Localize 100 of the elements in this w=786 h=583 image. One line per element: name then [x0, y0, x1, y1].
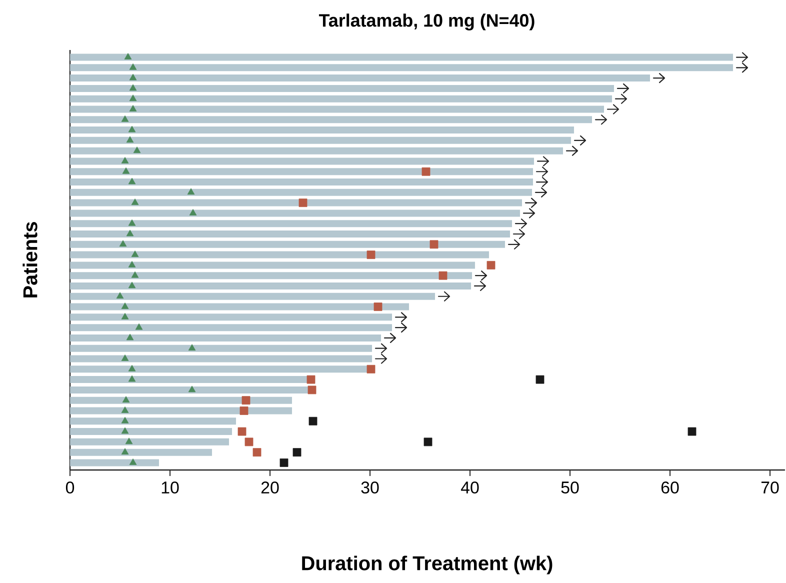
bar	[70, 262, 476, 269]
bar	[70, 448, 212, 456]
bar	[70, 84, 614, 92]
point	[244, 438, 254, 446]
bar	[70, 74, 650, 82]
point	[187, 188, 195, 195]
point	[688, 427, 696, 436]
point	[121, 115, 129, 122]
point	[121, 416, 129, 424]
point	[129, 94, 137, 102]
bar	[70, 344, 372, 352]
point	[374, 354, 388, 364]
point	[122, 396, 130, 403]
point	[128, 178, 136, 184]
point	[366, 364, 376, 374]
point	[124, 53, 132, 60]
bar	[70, 136, 572, 144]
bar	[70, 116, 592, 124]
point	[298, 198, 308, 208]
bar	[70, 168, 534, 176]
point	[524, 198, 538, 208]
point	[119, 240, 127, 247]
bar	[70, 292, 436, 300]
point	[394, 322, 408, 333]
point	[522, 208, 536, 218]
bar	[70, 95, 612, 102]
point	[128, 375, 136, 382]
point	[126, 334, 134, 340]
point	[121, 448, 129, 455]
point	[736, 62, 748, 73]
bar	[70, 396, 292, 404]
point	[252, 448, 262, 457]
point	[128, 219, 136, 226]
point	[129, 105, 137, 112]
point	[242, 396, 250, 405]
point	[514, 218, 528, 229]
bar	[70, 324, 392, 332]
x-axis-title: Duration of Treatment (wk)	[302, 556, 552, 574]
point	[430, 240, 438, 249]
point	[116, 292, 124, 299]
point	[438, 271, 448, 280]
bar	[70, 158, 534, 165]
point	[606, 104, 620, 114]
bar	[70, 106, 604, 113]
point	[566, 146, 578, 156]
point	[512, 228, 526, 240]
point	[306, 375, 316, 384]
point	[614, 94, 628, 104]
bar	[70, 178, 534, 186]
bar	[70, 355, 372, 362]
point	[536, 176, 548, 188]
point	[536, 156, 550, 166]
x-tick-label: 20	[261, 482, 279, 494]
point	[121, 427, 129, 434]
point	[424, 438, 432, 446]
point	[374, 343, 388, 354]
bar	[70, 188, 532, 196]
point	[189, 209, 197, 216]
bar	[70, 314, 392, 321]
x-tick-label: 10	[162, 482, 179, 494]
bar	[70, 210, 520, 217]
point	[736, 52, 748, 62]
point	[121, 312, 129, 320]
point	[308, 416, 318, 426]
point	[131, 198, 139, 206]
x-tick-label: 60	[661, 482, 679, 494]
point	[121, 354, 129, 361]
point	[594, 114, 608, 125]
point	[129, 63, 137, 70]
bar	[70, 240, 506, 248]
bar	[70, 251, 490, 258]
point	[129, 458, 137, 465]
x-tick-label: 30	[361, 482, 379, 494]
bar	[70, 418, 236, 425]
point	[131, 250, 139, 257]
bar	[70, 376, 308, 384]
point	[121, 406, 129, 413]
bar	[70, 230, 510, 238]
bar	[70, 428, 232, 436]
y-axis-title: Patients	[22, 222, 38, 298]
point	[122, 167, 130, 174]
point	[422, 167, 430, 176]
point	[536, 166, 548, 177]
point	[240, 406, 248, 415]
point	[135, 323, 143, 330]
bar	[70, 147, 564, 154]
bar	[70, 126, 574, 134]
bar	[70, 438, 230, 446]
point	[308, 386, 316, 394]
point	[126, 230, 134, 236]
x-tick-label: 70	[761, 482, 779, 494]
point	[131, 271, 139, 278]
point	[574, 135, 586, 146]
point	[188, 344, 196, 351]
point	[128, 282, 136, 288]
point	[536, 375, 544, 384]
point	[394, 312, 408, 322]
point	[121, 302, 129, 309]
point	[534, 187, 548, 198]
chart-title: Tarlatamab, 10 mg (N=40)	[318, 14, 534, 30]
